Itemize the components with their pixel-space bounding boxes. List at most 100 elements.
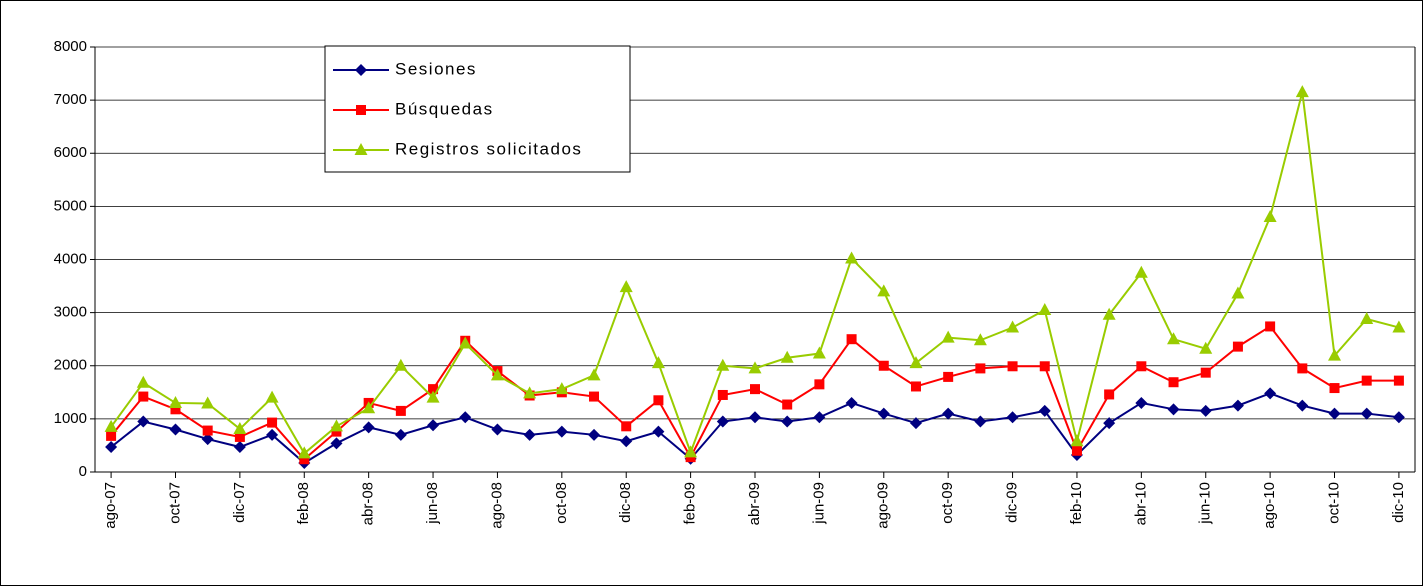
marker — [555, 382, 569, 395]
x-tick-label: jun-08 — [424, 482, 441, 525]
x-tick-label: dic-10 — [1390, 482, 1407, 523]
marker — [651, 356, 665, 369]
marker — [1167, 332, 1181, 345]
marker — [845, 251, 859, 264]
marker — [878, 360, 889, 371]
x-tick-label: feb-09 — [682, 482, 699, 525]
marker — [329, 419, 343, 432]
marker — [458, 336, 472, 349]
marker — [1361, 375, 1372, 386]
marker — [587, 368, 601, 381]
x-tick-label: oct-10 — [1325, 482, 1342, 524]
marker — [941, 330, 955, 343]
marker — [1102, 307, 1116, 320]
marker — [426, 390, 440, 403]
marker — [749, 411, 761, 424]
marker — [356, 105, 366, 115]
marker — [233, 441, 246, 454]
x-tick-label: feb-08 — [295, 482, 312, 525]
series — [105, 387, 1405, 469]
marker — [845, 396, 858, 409]
marker — [1006, 411, 1019, 424]
marker — [104, 419, 118, 432]
marker — [1329, 383, 1340, 394]
marker — [1328, 407, 1341, 420]
marker — [136, 375, 150, 388]
marker — [428, 384, 439, 395]
marker — [355, 64, 367, 76]
x-tick-label: ago-08 — [488, 482, 505, 529]
marker — [490, 368, 504, 381]
marker — [459, 411, 472, 424]
x-tick-label: feb-10 — [1068, 482, 1085, 525]
marker — [1393, 375, 1404, 386]
marker — [1104, 389, 1115, 400]
marker — [1006, 320, 1020, 333]
x-tick-label: jun-10 — [1197, 482, 1214, 525]
y-tick-label: 7000 — [54, 91, 87, 108]
marker — [909, 356, 923, 369]
marker — [1200, 367, 1211, 378]
marker — [1296, 399, 1309, 412]
marker — [265, 390, 279, 403]
legend-label: Registros solicitados — [395, 139, 582, 158]
marker — [201, 396, 215, 409]
marker — [748, 361, 762, 374]
x-tick-label: ago-09 — [875, 482, 892, 529]
marker — [1167, 403, 1180, 416]
marker — [973, 333, 987, 346]
marker — [362, 401, 376, 414]
marker — [427, 419, 440, 432]
marker — [1007, 361, 1018, 372]
x-tick-label: dic-08 — [617, 482, 634, 523]
marker — [354, 143, 368, 155]
marker — [588, 428, 601, 441]
series — [104, 85, 1406, 459]
marker — [1103, 417, 1116, 430]
marker — [1231, 399, 1244, 412]
marker — [717, 389, 728, 400]
marker — [621, 421, 632, 432]
marker — [653, 395, 664, 406]
marker — [168, 395, 182, 408]
marker — [909, 417, 922, 430]
marker — [1134, 265, 1148, 278]
marker — [299, 454, 310, 465]
marker — [106, 430, 117, 441]
marker — [234, 431, 245, 442]
marker — [1264, 387, 1277, 400]
marker — [750, 384, 760, 395]
marker — [1265, 321, 1276, 332]
marker — [105, 441, 118, 454]
marker — [137, 415, 150, 428]
x-tick-label: oct-09 — [939, 482, 956, 524]
marker — [1071, 445, 1082, 456]
y-tick-label: 4000 — [54, 250, 87, 267]
marker — [781, 415, 794, 428]
marker — [1199, 341, 1213, 354]
legend-label: Búsquedas — [395, 99, 494, 118]
marker — [1231, 286, 1245, 299]
marker — [814, 379, 825, 390]
marker — [812, 346, 826, 359]
marker — [619, 280, 633, 293]
marker — [910, 381, 921, 392]
marker — [1168, 377, 1179, 388]
x-tick-label: oct-08 — [553, 482, 570, 524]
marker — [942, 407, 955, 420]
marker — [1039, 361, 1050, 372]
marker — [782, 399, 793, 410]
marker — [267, 417, 278, 428]
x-tick-label: abr-10 — [1132, 482, 1149, 525]
marker — [395, 405, 406, 416]
marker — [331, 426, 342, 437]
marker — [589, 391, 600, 402]
marker — [1360, 312, 1374, 324]
x-tick-label: jun-09 — [810, 482, 827, 525]
y-tick-label: 3000 — [54, 304, 87, 321]
legend-label: Sesiones — [395, 59, 477, 78]
marker — [169, 423, 182, 436]
marker — [1136, 361, 1147, 372]
